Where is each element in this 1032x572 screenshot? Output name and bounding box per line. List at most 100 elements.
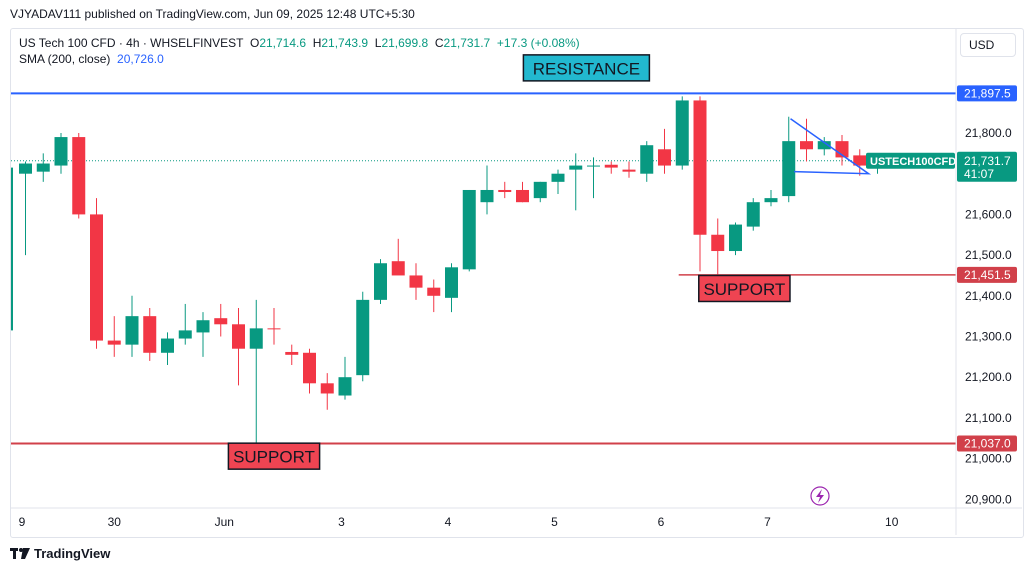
candle-body (533, 181, 547, 199)
candle-body (800, 141, 813, 150)
x-tick-label: 5 (551, 515, 558, 529)
candle-body (427, 287, 441, 296)
x-tick-label: 7 (764, 515, 771, 529)
candle-body (54, 137, 68, 166)
ticker-text: USTECH100CFD (870, 156, 956, 168)
candle-body (161, 338, 174, 353)
x-tick-label: 4 (445, 515, 452, 529)
annotation-box (227, 442, 321, 470)
price-label-text: 21,451.5 (964, 268, 1011, 282)
y-tick-label: 21,400.0 (965, 289, 1012, 303)
ticker-tag (866, 152, 955, 169)
lightning-icon-ring (810, 486, 830, 506)
candle-body (178, 330, 192, 339)
candle-body (249, 328, 263, 349)
candle-body (658, 149, 671, 166)
y-tick-label: 20,900.0 (965, 492, 1012, 506)
plot-area: RESISTANCE SUPPORT SUPPORT (11, 54, 956, 506)
candle-body (746, 202, 760, 227)
candle-body (90, 214, 103, 341)
legend-open: 21,714.6 (259, 36, 307, 50)
sma-label[interactable]: SMA (200, close) (19, 52, 111, 66)
tradingview-logo[interactable]: TradingView (10, 546, 110, 561)
candle-body (480, 189, 494, 203)
y-tick-label: 21,800.0 (965, 126, 1012, 140)
candle-body (498, 189, 512, 193)
chart-legend: US Tech 100 CFD · 4h · WHSELFINVEST O21,… (19, 35, 580, 67)
legend-high: 21,743.9 (321, 36, 369, 50)
candle-body (267, 328, 281, 330)
legend-high-label: H (312, 36, 322, 50)
candle-body (462, 189, 476, 270)
candle-body (711, 234, 725, 252)
candle-body (817, 141, 831, 150)
candle-body (729, 224, 742, 252)
candle-body (445, 267, 458, 298)
candle-body (196, 320, 210, 333)
y-tick-label: 21,100.0 (965, 411, 1012, 425)
candle-body (409, 275, 423, 288)
price-label-text: 21,037.0 (964, 437, 1011, 451)
candle-body (303, 352, 316, 384)
legend-close-label: C (434, 36, 444, 50)
candle-body (36, 163, 50, 172)
price-label-tag (957, 435, 1017, 452)
price-label-text: 21,897.5 (964, 86, 1011, 100)
y-tick-label: 21,000.0 (965, 452, 1012, 466)
candle-body (19, 163, 32, 174)
legend-open-label: O (249, 36, 260, 50)
edge-candle-body (11, 167, 13, 331)
bar-countdown-text: 41:07 (964, 167, 994, 181)
annotation-label-support: SUPPORT (703, 280, 785, 299)
x-tick-label: Jun (215, 515, 234, 529)
legend-change: +17.3 (+0.08%) (496, 36, 580, 50)
candle-body (622, 169, 636, 172)
candle-body (764, 198, 778, 203)
chart-pane[interactable] (10, 28, 1024, 538)
x-tick-label: 9 (19, 515, 26, 529)
candle-body (604, 164, 618, 168)
last-price-text: 21,731.7 (964, 154, 1011, 168)
x-tick-label: 30 (108, 515, 122, 529)
candle-body (338, 377, 352, 396)
y-tick-label: 21,300.0 (965, 330, 1012, 344)
candle-body (374, 263, 387, 300)
lightning-icon (816, 489, 824, 503)
price-label-tag (957, 85, 1017, 102)
last-price-tag (957, 151, 1017, 182)
x-tick-label: 10 (885, 515, 899, 529)
candle-body (587, 165, 600, 167)
candle-body (640, 145, 654, 174)
candle-body (782, 141, 796, 197)
legend-low-label: L (374, 36, 382, 50)
candle-body (551, 173, 565, 182)
candle-body (569, 165, 583, 170)
sma-value: 20,726.0 (117, 52, 164, 66)
candle-body (516, 189, 529, 203)
candle-body (232, 324, 245, 349)
candle-body (675, 100, 689, 166)
y-tick-label: 21,200.0 (965, 370, 1012, 384)
candle-body (143, 316, 157, 353)
tradingview-logo-icon (10, 547, 30, 559)
price-label-tag (957, 266, 1017, 283)
candle-body (320, 383, 334, 394)
y-tick-label: 21,600.0 (965, 207, 1012, 221)
legend-low: 21,699.8 (381, 36, 429, 50)
candle-body (107, 340, 121, 345)
candle-body (214, 318, 228, 325)
x-tick-label: 3 (338, 515, 345, 529)
publisher-line: VJYADAV111 published on TradingView.com,… (10, 7, 415, 21)
candle-body (693, 100, 707, 235)
candle-body (391, 261, 405, 276)
currency-selector[interactable]: USD (960, 33, 1016, 57)
candle-body (125, 316, 139, 345)
candle-body (72, 137, 86, 215)
candle-body (285, 351, 299, 355)
legend-symbol[interactable]: US Tech 100 CFD · 4h · WHSELFINVEST (19, 36, 244, 50)
annotation-label-support: SUPPORT (233, 448, 315, 467)
annotation-box (522, 54, 651, 82)
candle-body (853, 155, 867, 166)
triangle-pattern (790, 118, 872, 175)
